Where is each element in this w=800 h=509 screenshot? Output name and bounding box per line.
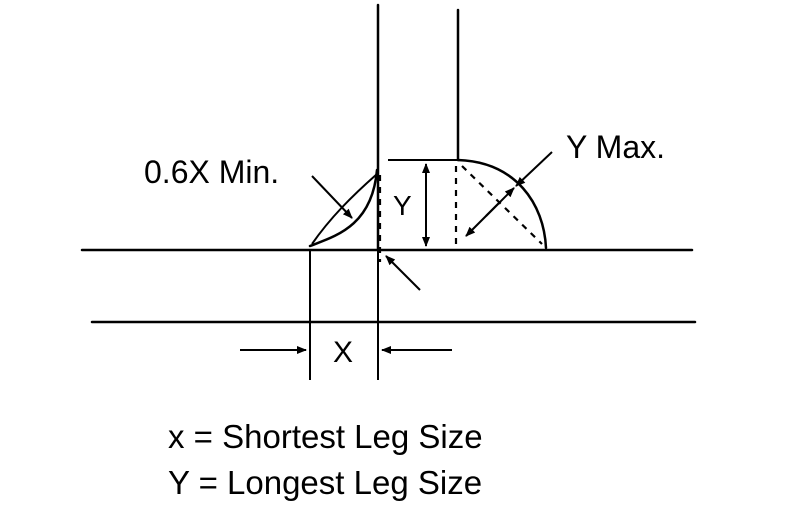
min-throat-leader <box>311 175 353 219</box>
right-fillet-dashed-face <box>461 165 543 245</box>
y-max-label: Y Max. <box>566 129 665 165</box>
min-throat-label: 0.6X Min. <box>144 154 279 190</box>
root-pointer-arrow <box>385 255 421 291</box>
right-convex-fillet <box>456 158 548 250</box>
left-concave-fillet <box>308 168 379 248</box>
y-max-arrow-outer <box>515 151 553 187</box>
legend-line-shortest: x = Shortest Leg Size <box>168 418 483 455</box>
y-leg-label: Y <box>393 190 412 221</box>
legend-line-longest: Y = Longest Leg Size <box>168 464 483 501</box>
x-leg-label: X <box>333 336 353 369</box>
y-max-arrow-inner-rev <box>485 187 515 217</box>
